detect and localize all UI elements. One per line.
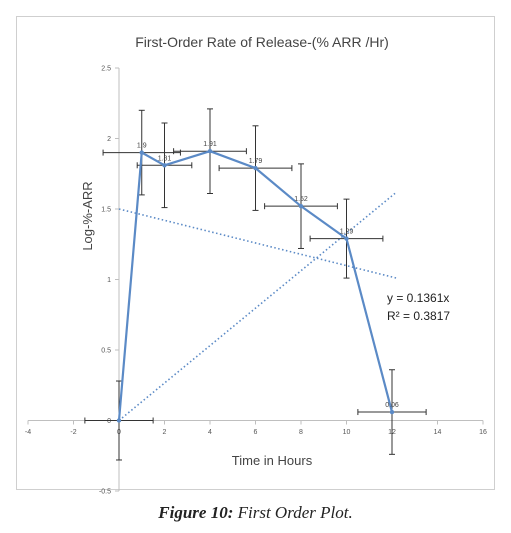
y-tick-label: 0 [107, 418, 111, 425]
data-label: 1.81 [158, 155, 172, 162]
x-tick-label: 2 [163, 429, 167, 436]
data-point [139, 150, 144, 155]
figure-caption: Figure 10: First Order Plot. [0, 503, 511, 523]
data-point [162, 163, 167, 168]
plot-area: -4-20246810121416-0.500.511.522.51.91.81… [25, 66, 487, 496]
y-tick-label: 2 [107, 136, 111, 143]
caption-label: Figure 10: [158, 503, 234, 522]
data-label: 1.29 [340, 229, 354, 236]
y-tick-label: 2.5 [101, 66, 111, 73]
x-tick-label: 4 [208, 429, 212, 436]
y-tick-label: 1.5 [101, 207, 111, 214]
x-tick-label: 8 [299, 429, 303, 436]
x-tick-label: 16 [479, 429, 487, 436]
series-line [117, 150, 394, 421]
y-tick-label: 1 [107, 277, 111, 284]
equation-annotation: y = 0.1361x [387, 291, 449, 305]
y-axis-label: Log-%-ARR [80, 181, 95, 250]
r-squared-annotation: R² = 0.3817 [387, 309, 450, 323]
x-tick-label: -4 [25, 429, 31, 436]
chart-frame [16, 16, 495, 490]
x-tick-label: 6 [254, 429, 258, 436]
x-tick-label: -2 [70, 429, 76, 436]
x-axis-label: Time in Hours [232, 453, 313, 468]
data-label: 0.06 [385, 402, 399, 409]
x-tick-label: 14 [434, 429, 442, 436]
caption-text: First Order Plot. [237, 503, 353, 522]
trendline [118, 191, 398, 422]
first-order-plot-chart: First-Order Rate of Release-(% ARR /Hr) … [25, 34, 487, 496]
chart-title: First-Order Rate of Release-(% ARR /Hr) [135, 34, 389, 50]
data-point [207, 148, 213, 154]
data-label: 1.91 [203, 141, 217, 148]
data-point [389, 409, 395, 415]
y-tick-label: -0.5 [99, 489, 111, 496]
data-point [298, 203, 304, 209]
y-tick-label: 0.5 [101, 348, 111, 355]
data-point [116, 418, 122, 423]
data-label: 1.79 [249, 158, 263, 165]
data-point [253, 165, 258, 171]
data-point [344, 236, 349, 241]
x-tick-label: 10 [343, 429, 351, 436]
data-label: 1.52 [294, 196, 308, 203]
data-label: 1.9 [137, 143, 147, 150]
